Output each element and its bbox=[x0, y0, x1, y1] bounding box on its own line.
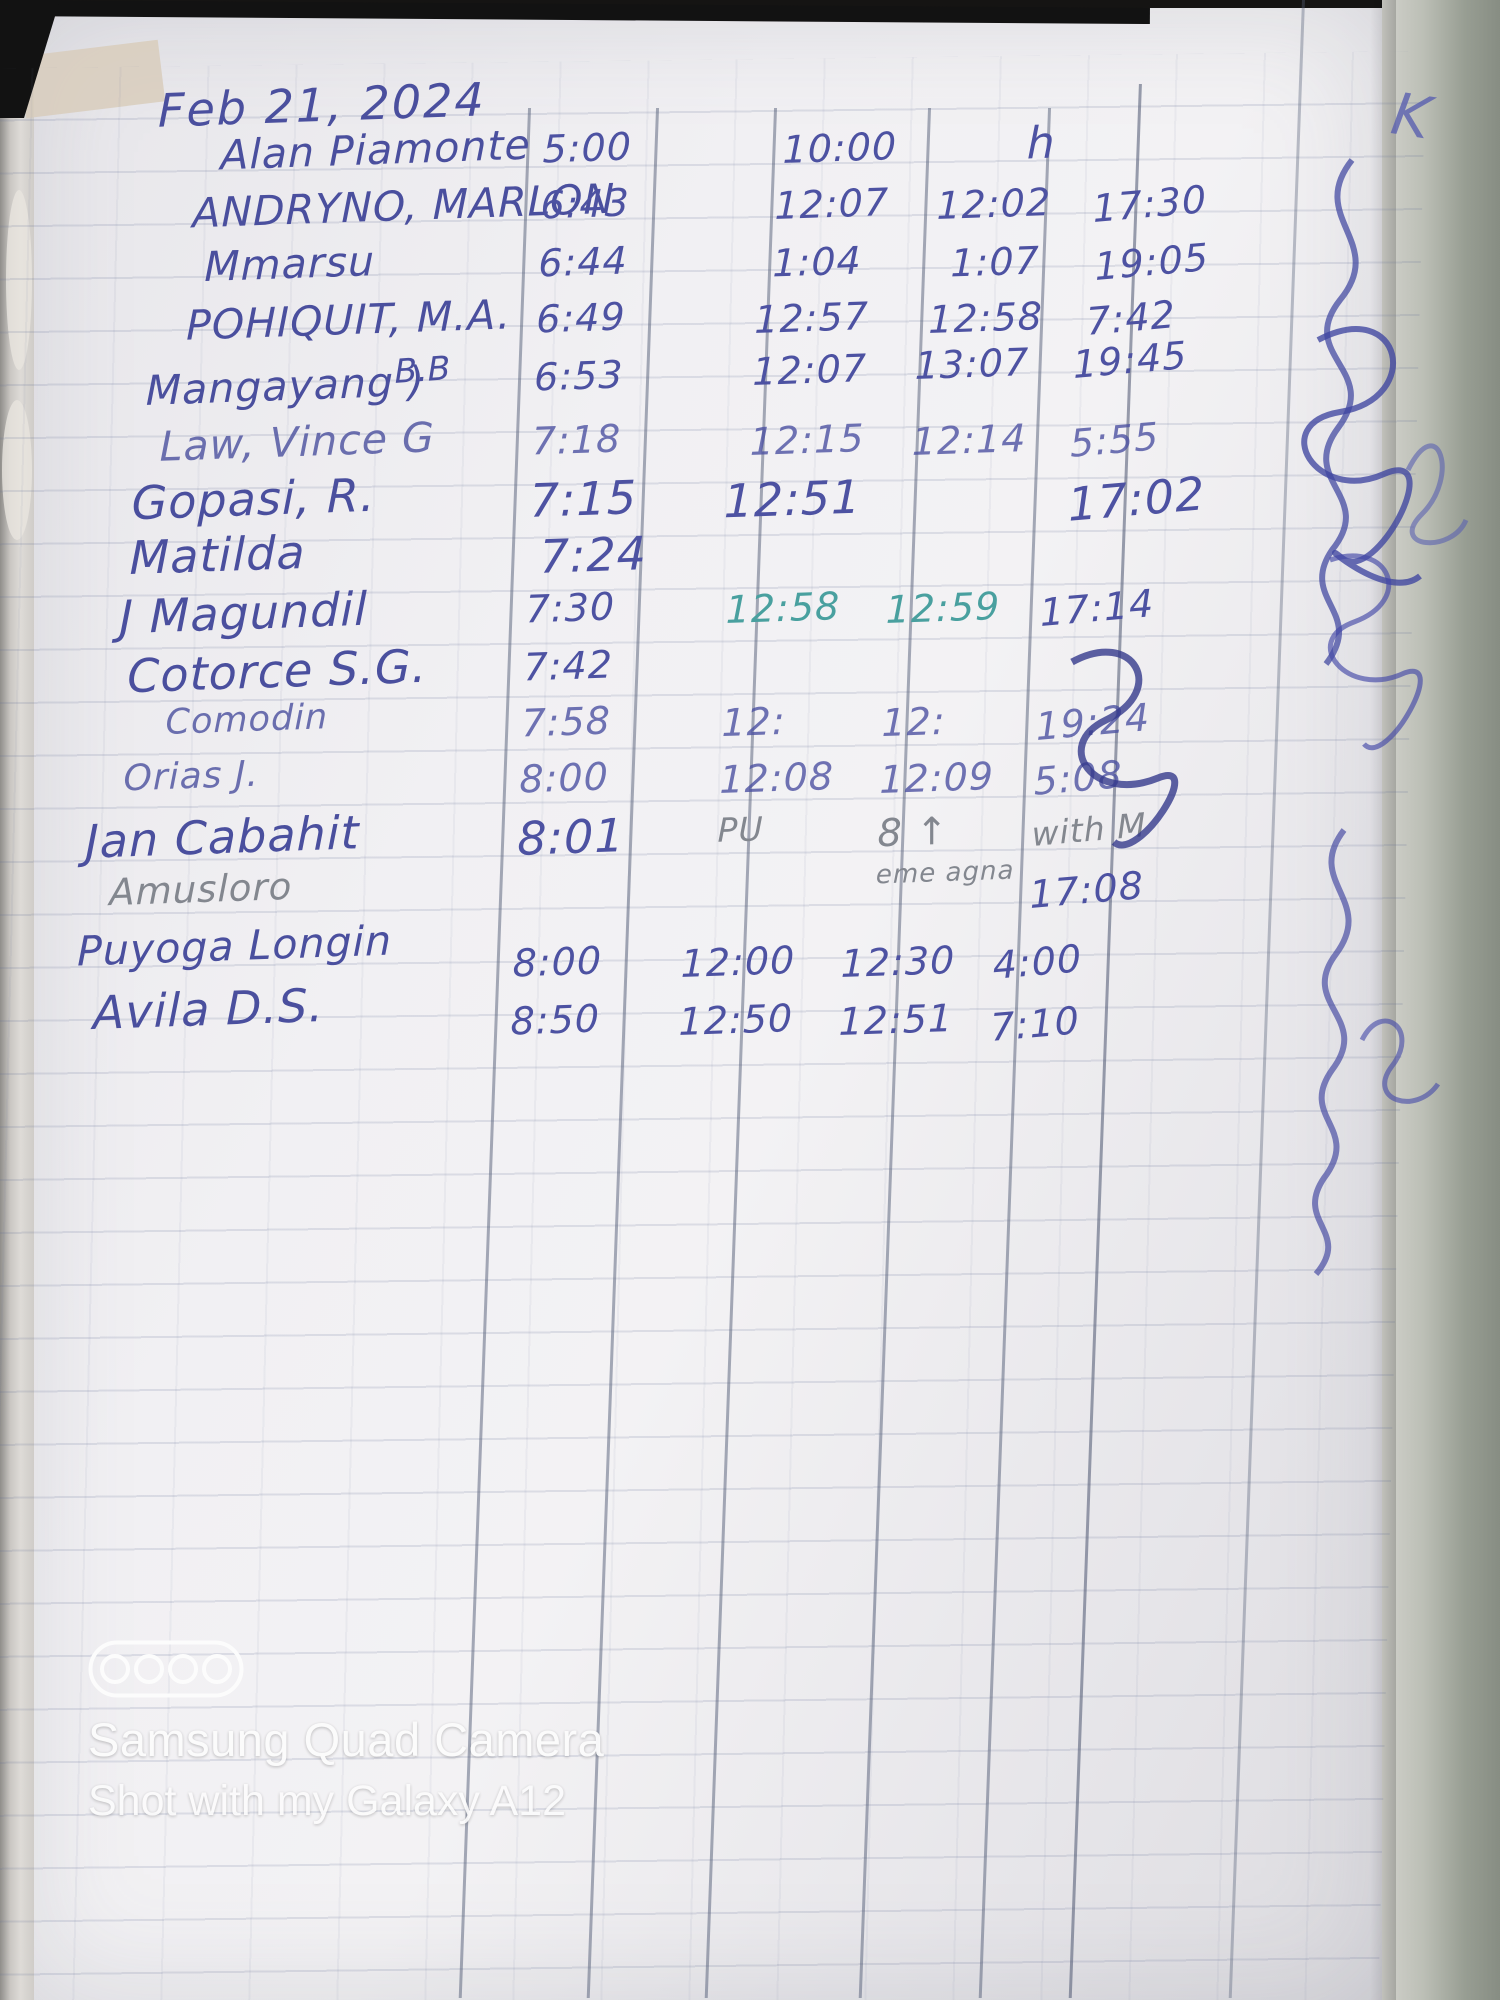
watermark-title: Samsung Quad Camera bbox=[88, 1713, 605, 1766]
time-entry: 13:07 bbox=[914, 340, 1030, 388]
table-row: ANDRYNO, MARLON 6:43 12:07 12:02 17:30 bbox=[0, 175, 1493, 240]
time-entry: 7:18 bbox=[531, 416, 622, 464]
table-row: Gopasi, R. 7:15 12:51 17:02 bbox=[0, 466, 1483, 532]
handwritten-name-signature: Mmarsu bbox=[204, 237, 376, 291]
time-entry: 12:08 bbox=[719, 754, 835, 802]
table-row: Cotorce S.G. 7:42 bbox=[0, 639, 1476, 703]
table-row: Mmarsu 6:44 1:04 1:07 19:05 bbox=[0, 235, 1491, 298]
time-entry: 6:43 bbox=[540, 180, 630, 228]
handwritten-name: Comodin bbox=[165, 697, 329, 743]
page-curl bbox=[2, 400, 32, 540]
time-entry: 7:15 bbox=[529, 470, 638, 528]
time-entry: 12:50 bbox=[678, 996, 794, 1044]
time-entry: 12:14 bbox=[911, 416, 1027, 464]
handwritten-name-signature: Matilda bbox=[129, 524, 306, 586]
table-row: Avila D.S. 8:50 12:50 12:51 7:10 bbox=[0, 978, 1464, 1050]
handwritten-name: Alan Piamonte bbox=[220, 120, 531, 180]
handwritten-name: Jan Cabahit bbox=[85, 805, 360, 869]
time-entry: 12:07 bbox=[774, 180, 890, 228]
time-entry: 12:15 bbox=[749, 416, 865, 464]
table-row: Comodin 7:58 12: 12: 19:24 bbox=[0, 695, 1474, 758]
table-row: Orias J. 8:00 12:08 12:09 5:08 bbox=[0, 752, 1472, 814]
handwritten-name: Avila D.S. bbox=[92, 977, 325, 1041]
time-entry: 12:07 bbox=[752, 346, 868, 394]
handwritten-name: Puyoga Longin bbox=[77, 916, 393, 976]
time-entry: 12:58 bbox=[928, 294, 1043, 342]
time-entry: 1:04 bbox=[772, 238, 862, 286]
notebook-page bbox=[18, 8, 1386, 2000]
time-entry: 6:49 bbox=[536, 294, 626, 342]
handwritten-name-signature: Gopasi, R. bbox=[131, 467, 376, 531]
check-mark: h bbox=[1026, 117, 1055, 170]
time-entry: 7:42 bbox=[523, 642, 613, 690]
handwritten-name: Orias J. bbox=[123, 753, 260, 800]
table-row: Law, Vince G 7:18 12:15 12:14 5:55 bbox=[0, 413, 1485, 476]
table-row: Alan Piamonte 5:00 10:00 h bbox=[0, 118, 1495, 184]
time-entry: 5:08 bbox=[1032, 752, 1124, 804]
samsung-watermark: Samsung Quad Camera Shot with my Galaxy … bbox=[88, 1640, 604, 1826]
time-entry: 12:51 bbox=[838, 996, 954, 1044]
time-entry: 4:00 bbox=[991, 936, 1084, 988]
time-entry: 12:57 bbox=[754, 294, 869, 342]
time-entry: 12:02 bbox=[936, 180, 1052, 228]
time-entry: 17:02 bbox=[1066, 466, 1207, 532]
table-row: POHIQUIT, M.A. 6:49 12:57 12:58 7:42 bbox=[0, 290, 1489, 354]
time-entry: 12: bbox=[721, 698, 786, 746]
time-entry: 12:09 bbox=[879, 754, 995, 802]
table-row: Puyoga Longin 8:00 12:00 12:30 4:00 bbox=[0, 917, 1466, 988]
time-entry: 19:45 bbox=[1071, 333, 1189, 387]
time-entry: 8:00 bbox=[519, 754, 609, 802]
time-entry: 17:30 bbox=[1091, 177, 1209, 231]
time-entry: 12:30 bbox=[840, 938, 956, 986]
time-entry: 12:59 bbox=[885, 584, 1001, 632]
table-row: Matilda 7:24 bbox=[0, 524, 1481, 586]
handwritten-name: Law, Vince G bbox=[159, 413, 435, 471]
handwritten-name: Cotorce S.G. bbox=[127, 638, 428, 704]
handwritten-initials: B.B bbox=[393, 348, 451, 391]
time-entry: 5:55 bbox=[1068, 414, 1161, 466]
time-entry-pencil: 8 ↑ bbox=[877, 808, 949, 856]
time-entry: 19:24 bbox=[1034, 695, 1152, 749]
handwritten-name: POHIQUIT, M.A. bbox=[186, 290, 512, 350]
time-entry: 1:07 bbox=[950, 238, 1040, 286]
time-entry: 17:08 bbox=[1028, 863, 1145, 917]
table-row: Jan Cabahit 8:01 PU 8 ↑ with M bbox=[0, 805, 1470, 869]
time-entry: 8:50 bbox=[510, 996, 601, 1044]
time-entry: 5:00 bbox=[542, 124, 632, 172]
time-entry: 7:30 bbox=[525, 584, 616, 632]
time-entry-pencil: PU bbox=[717, 809, 764, 850]
time-entry: 17:14 bbox=[1038, 581, 1156, 635]
table-row: Mangayang ) B.B 6:53 12:07 13:07 19:45 bbox=[0, 333, 1487, 420]
handwritten-name-signature: J Magundil bbox=[119, 581, 368, 645]
time-entry: 7:58 bbox=[521, 698, 611, 746]
table-row: J Magundil 7:30 12:58 12:59 17:14 bbox=[0, 581, 1479, 644]
handwritten-name-pencil: Amusloro bbox=[109, 864, 293, 915]
time-entry: 8:01 bbox=[517, 808, 625, 866]
time-entry: 10:00 bbox=[782, 124, 898, 172]
time-entry: 6:44 bbox=[538, 238, 628, 286]
time-entry: 12:51 bbox=[723, 469, 862, 529]
time-entry-pencil: eme agna bbox=[875, 855, 1015, 891]
time-entry: 12:00 bbox=[680, 938, 796, 986]
page-curl bbox=[6, 190, 32, 370]
watermark-subtitle: Shot with my Galaxy A12 bbox=[88, 1777, 566, 1825]
time-entry: 7:24 bbox=[539, 526, 648, 584]
time-entry: 19:05 bbox=[1093, 235, 1210, 289]
time-entry: 12: bbox=[881, 698, 946, 746]
table-row: Amusloro eme agna 17:08 bbox=[0, 856, 1468, 926]
time-entry: 6:53 bbox=[534, 352, 624, 400]
time-entry: 8:00 bbox=[512, 938, 603, 986]
time-entry: 7:10 bbox=[989, 998, 1081, 1050]
quad-camera-icon bbox=[88, 1640, 244, 1698]
handwritten-name: Mangayang ) bbox=[145, 357, 426, 415]
time-entry: 12:58 bbox=[725, 584, 841, 632]
time-entry-pencil: with M bbox=[1030, 805, 1148, 854]
